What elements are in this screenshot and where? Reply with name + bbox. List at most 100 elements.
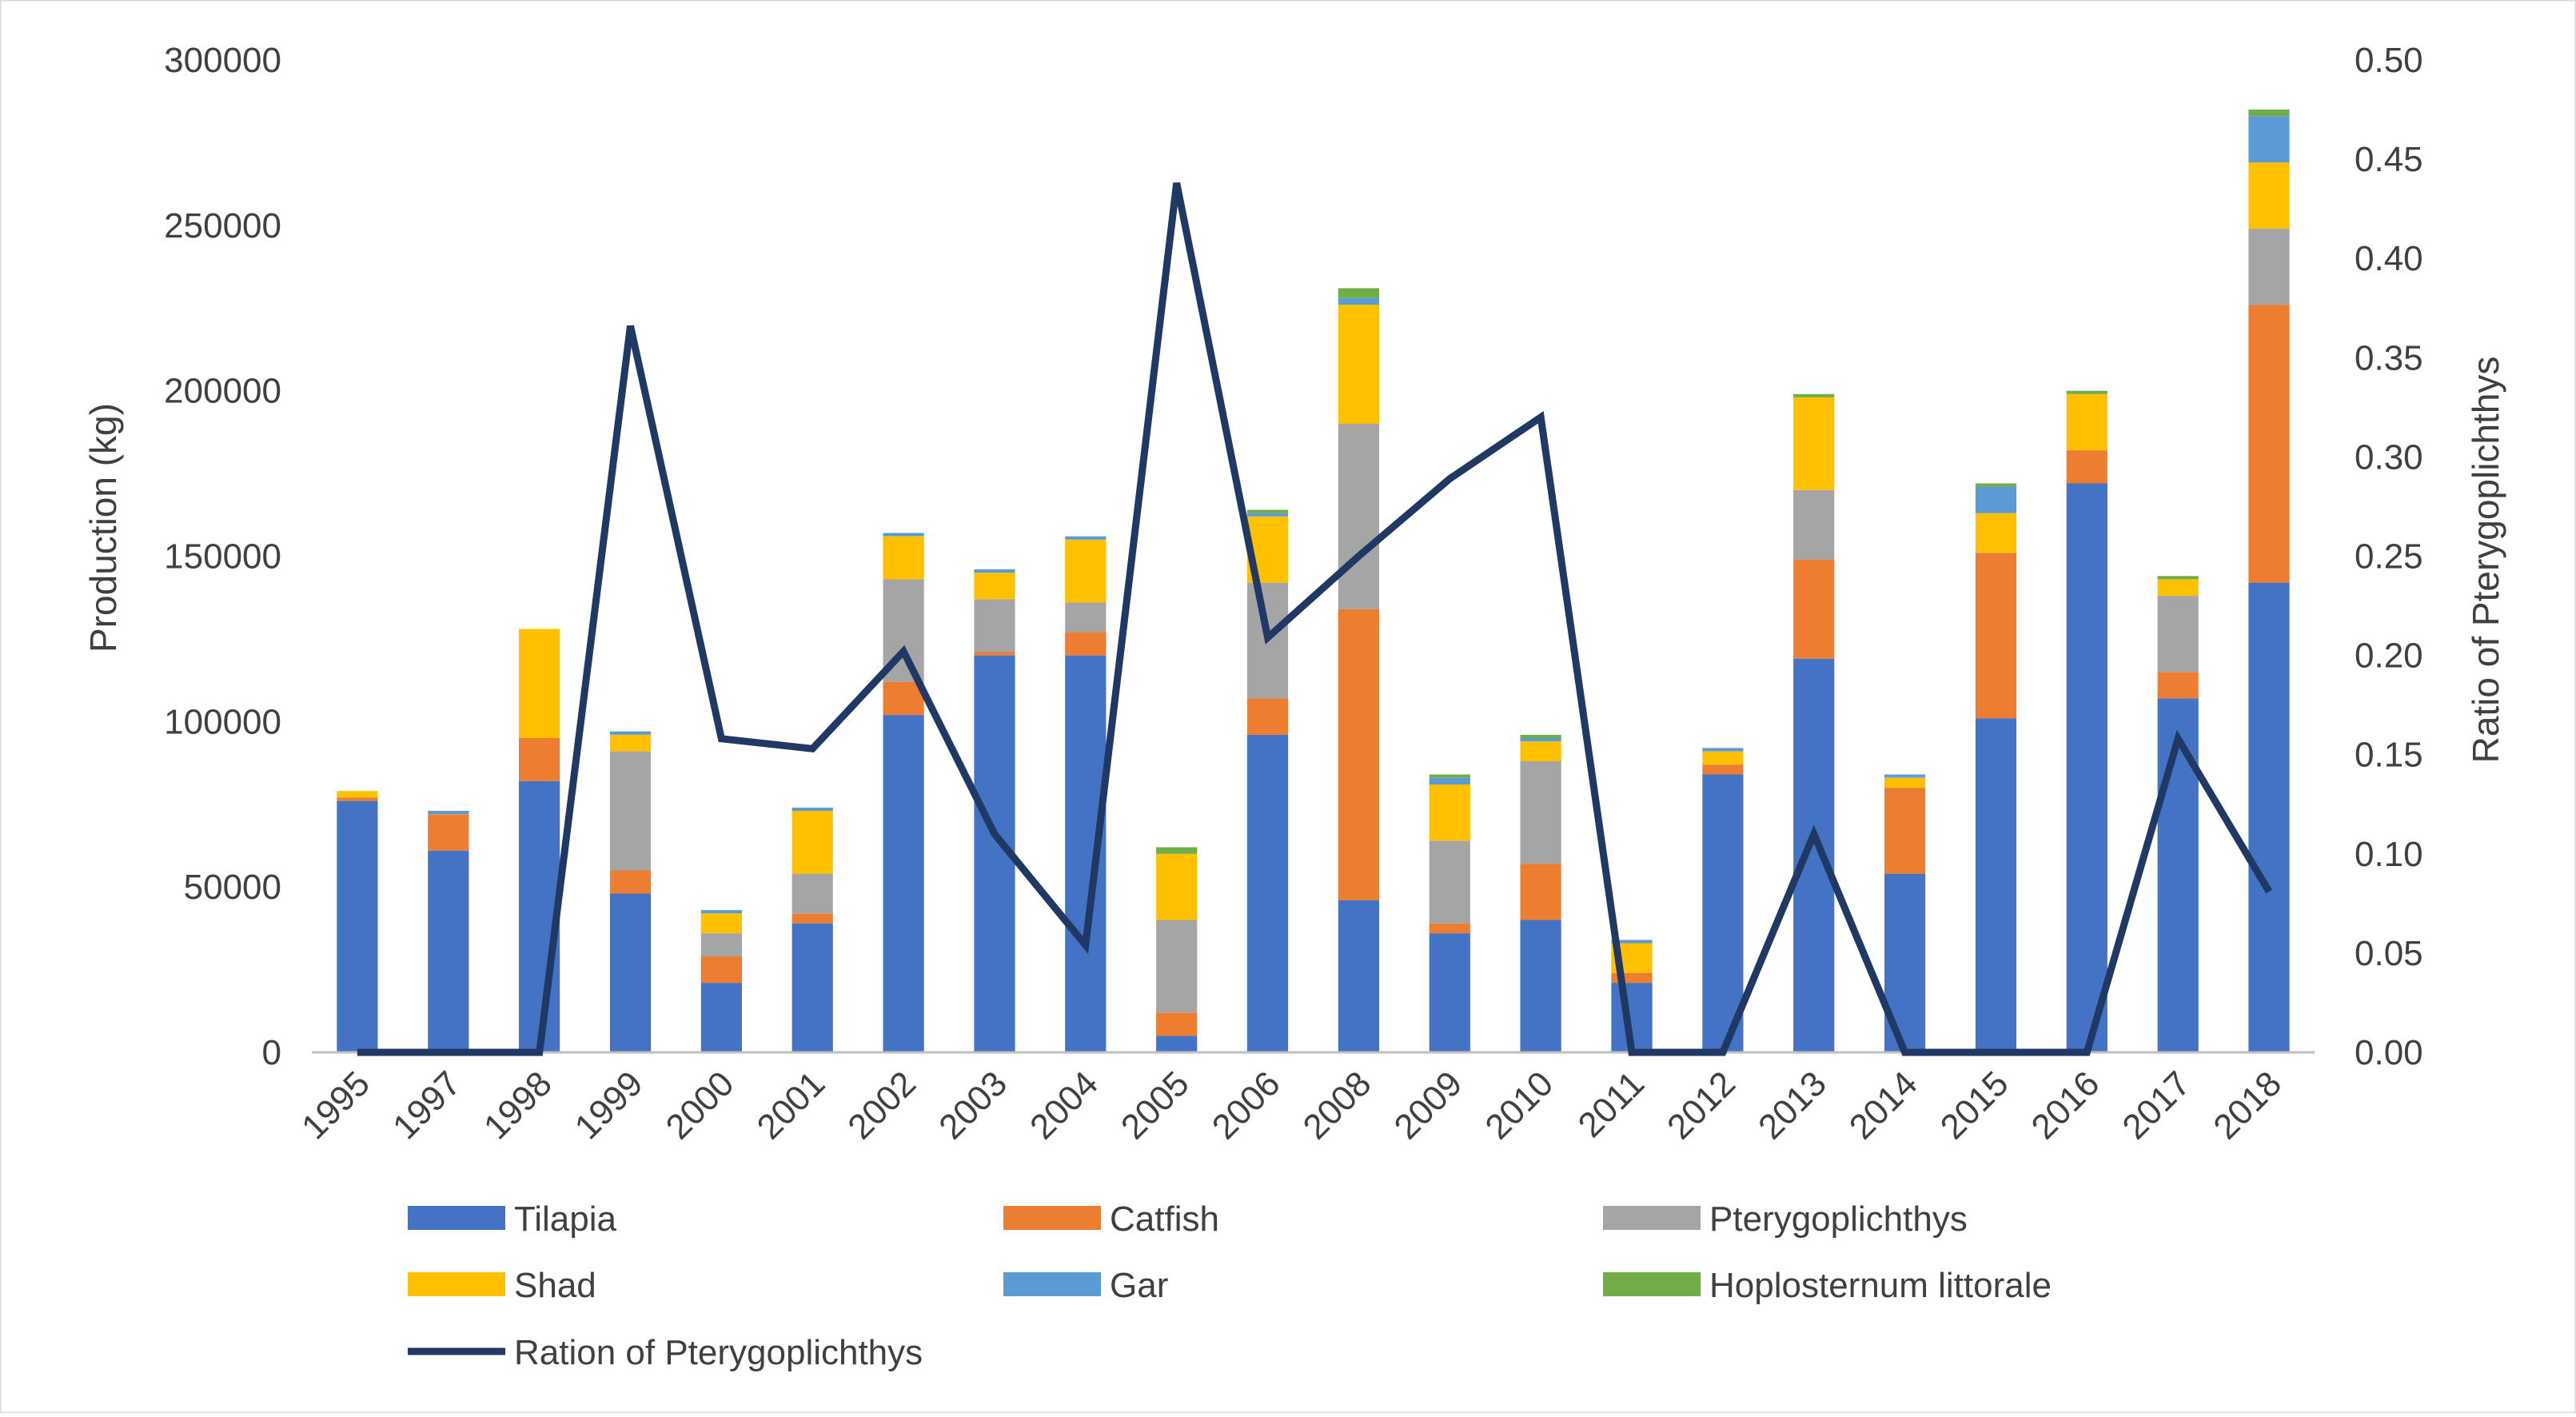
left-tick-label: 50000: [184, 868, 281, 907]
bar-hoplosternum-littorale-2013: [1793, 393, 1835, 397]
bar-shad-2015: [1975, 513, 2017, 553]
bar-tilapia-1997: [428, 850, 469, 1052]
chart-legend: Tilapia Catfish Pterygoplichthys Shad Gar Hop…: [408, 1199, 2052, 1372]
bar-gar-2004: [1065, 536, 1107, 540]
bar-shad-2012: [1702, 751, 1744, 765]
bar-gar-2015: [1975, 486, 2017, 513]
bar-tilapia-2016: [2066, 483, 2107, 1052]
bar-shad-1998: [519, 629, 560, 738]
right-tick-label: 0.50: [2355, 41, 2423, 80]
bar-catfish-2000: [700, 956, 742, 984]
bar-catfish-2014: [1884, 788, 1926, 874]
bar-catfish-2009: [1429, 923, 1470, 934]
bar-pterygoplichthys-2017: [2157, 596, 2199, 673]
bar-shad-2018: [2248, 162, 2290, 229]
bar-pterygoplichthys-2000: [700, 933, 742, 957]
line-layer: [357, 182, 2272, 1056]
right-tick-label: 0.25: [2355, 537, 2423, 577]
bar-gar-2014: [1884, 774, 1926, 778]
bar-catfish-2015: [1975, 553, 2017, 719]
legend-label: Gar: [1110, 1266, 1168, 1305]
bar-catfish-2008: [1338, 609, 1379, 900]
bar-gar-2006: [1246, 513, 1289, 517]
bar-gar-2002: [883, 533, 924, 537]
right-tick-label: 0.00: [2355, 1033, 2423, 1072]
bar-shad-2002: [883, 536, 924, 580]
bar-pterygoplichthys-1999: [609, 751, 652, 871]
bar-gar-2012: [1702, 748, 1744, 752]
bar-shad-1995: [337, 791, 378, 798]
bar-tilapia-2012: [1702, 774, 1744, 1052]
bar-shad-2013: [1793, 397, 1835, 490]
bar-catfish-2006: [1246, 698, 1289, 735]
left-tick-label: 100000: [164, 702, 281, 741]
bar-catfish-2012: [1702, 764, 1744, 775]
legend-swatch-catfish: [1003, 1206, 1101, 1230]
left-tick-label: 250000: [164, 206, 281, 245]
left-tick-label: 150000: [164, 537, 281, 577]
bar-shad-2000: [700, 913, 742, 934]
bar-catfish-1997: [428, 814, 469, 851]
bar-pterygoplichthys-2001: [792, 873, 833, 914]
bar-gar-2008: [1338, 297, 1379, 305]
bar-gar-2003: [974, 569, 1015, 573]
bar-tilapia-2010: [1520, 920, 1561, 1052]
right-tick-label: 0.20: [2355, 637, 2423, 676]
bar-hoplosternum-littorale-2017: [2157, 576, 2199, 580]
left-tick-label: 0: [262, 1033, 281, 1072]
bar-tilapia-2005: [1156, 1036, 1198, 1052]
bar-hoplosternum-littorale-2005: [1156, 847, 1198, 854]
bar-gar-2000: [700, 910, 742, 914]
bar-shad-2001: [792, 811, 833, 874]
bar-catfish-2002: [883, 681, 924, 716]
bar-tilapia-1999: [609, 893, 652, 1052]
bar-catfish-1999: [609, 870, 652, 894]
right-tick-label: 0.35: [2355, 338, 2423, 377]
bar-gar-2001: [792, 807, 833, 811]
legend-label: Shad: [514, 1266, 596, 1305]
bar-gar-2010: [1520, 738, 1561, 742]
bar-shad-2016: [2066, 393, 2107, 451]
bar-shad-2008: [1338, 305, 1379, 424]
right-axis-title: Ratio of Pterygoplichthys: [2465, 357, 2506, 764]
bar-gar-1999: [609, 731, 652, 735]
bar-pterygoplichthys-2009: [1429, 840, 1470, 924]
legend-swatch-tilapia: [408, 1206, 505, 1230]
bar-hoplosternum-littorale-2006: [1246, 509, 1289, 513]
legend-swatch-hoplosternum-littorale: [1603, 1272, 1701, 1296]
bar-tilapia-2013: [1793, 658, 1835, 1052]
bar-shad-2004: [1065, 539, 1107, 603]
bar-gar-2009: [1429, 777, 1470, 784]
bar-hoplosternum-littorale-2015: [1975, 483, 2017, 487]
right-tick-label: 0.45: [2355, 140, 2423, 179]
bar-catfish-1995: [337, 797, 378, 801]
bar-pterygoplichthys-2003: [974, 599, 1015, 653]
bar-pterygoplichthys-2013: [1793, 489, 1835, 560]
legend-label: Catfish: [1110, 1199, 1219, 1239]
legend-label: Tilapia: [514, 1199, 617, 1239]
bar-gar-1997: [428, 811, 469, 815]
ratio-line: [357, 182, 2272, 1056]
bar-catfish-2018: [2248, 305, 2290, 583]
bar-catfish-2004: [1065, 632, 1107, 656]
bar-shad-2017: [2157, 579, 2199, 597]
bar-pterygoplichthys-2005: [1156, 920, 1198, 1013]
left-tick-label: 200000: [164, 372, 281, 411]
bar-shad-2009: [1429, 784, 1470, 841]
bar-catfish-2013: [1793, 559, 1835, 659]
bar-shad-2010: [1520, 741, 1561, 761]
bar-tilapia-2015: [1975, 718, 2017, 1052]
bar-shad-1999: [609, 734, 652, 752]
bar-catfish-2005: [1156, 1012, 1198, 1036]
right-axis-ticks: 0.00 0.05 0.10 0.15 0.20 0.25 0.30 0.35 0.40 0.45…: [2355, 41, 2423, 1072]
bar-catfish-2001: [792, 913, 833, 924]
bar-hoplosternum-littorale-2008: [1338, 288, 1379, 298]
bar-shad-2014: [1884, 777, 1926, 788]
right-tick-label: 0.10: [2355, 835, 2423, 874]
legend-label: Pterygoplichthys: [1709, 1199, 1968, 1239]
bar-tilapia-2018: [2248, 582, 2290, 1052]
right-tick-label: 0.05: [2355, 934, 2423, 973]
bar-gar-2018: [2248, 116, 2290, 163]
bar-catfish-1998: [519, 738, 560, 781]
bar-tilapia-2001: [792, 923, 833, 1052]
